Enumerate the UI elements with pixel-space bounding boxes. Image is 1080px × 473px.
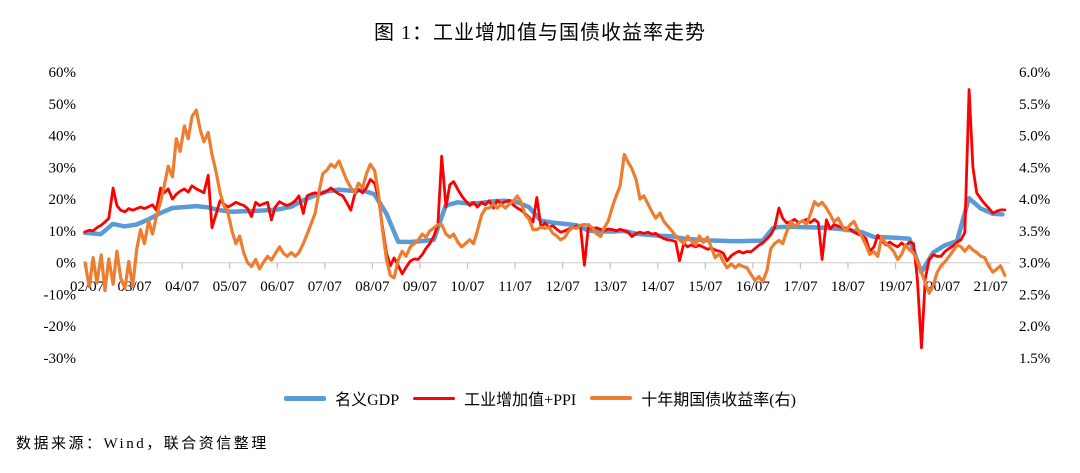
right-axis-label: 3.5% bbox=[1019, 224, 1050, 240]
right-axis-label: 5.5% bbox=[1019, 97, 1050, 113]
left-axis-label: 40% bbox=[49, 129, 77, 145]
chart-title: 图 1：工业增加值与国债收益率走势 bbox=[374, 22, 706, 44]
source-note: 数据来源：Wind，联合资信整理 bbox=[16, 436, 269, 452]
x-axis-label: 11/07 bbox=[498, 279, 532, 295]
x-axis-label: 09/07 bbox=[403, 279, 438, 295]
legend-item-nominal-gdp: 名义GDP bbox=[284, 386, 399, 410]
right-axis-label: 4.5% bbox=[1019, 160, 1050, 176]
left-axis-label: 50% bbox=[49, 97, 77, 113]
iva-ppi-line-swatch bbox=[413, 396, 456, 400]
left-axis-label: 0% bbox=[56, 256, 76, 272]
x-axis-label: 12/07 bbox=[546, 279, 581, 295]
right-axis-label: 1.5% bbox=[1019, 351, 1050, 367]
left-axis-label: 60% bbox=[49, 65, 77, 81]
iva-ppi-line bbox=[83, 88, 1007, 350]
cgb10y-yield-line bbox=[83, 108, 1007, 295]
x-axis-label: 04/07 bbox=[165, 279, 200, 295]
chart-legend: 名义GDP 工业增加值+PPI 十年期国债收益率(右) bbox=[0, 386, 1080, 410]
left-axis-label: 10% bbox=[49, 224, 77, 240]
cgb10y-yield-line-swatch bbox=[590, 396, 633, 400]
legend-label-nominal-gdp: 名义GDP bbox=[335, 392, 400, 409]
x-axis-label: 06/07 bbox=[260, 279, 295, 295]
left-axis-label: -30% bbox=[44, 351, 77, 367]
x-axis-label: 18/07 bbox=[831, 279, 866, 295]
legend-item-cgb10y-yield: 十年期国债收益率(右) bbox=[590, 386, 796, 410]
x-axis-label: 08/07 bbox=[355, 279, 390, 295]
x-axis-label: 16/07 bbox=[736, 279, 771, 295]
x-axis-label: 17/07 bbox=[783, 279, 818, 295]
x-axis-label: 10/07 bbox=[450, 279, 485, 295]
right-axis-label: 3.0% bbox=[1019, 256, 1050, 272]
left-axis-label: 30% bbox=[49, 160, 77, 176]
right-axis-label: 5.0% bbox=[1019, 129, 1050, 145]
right-axis-label: 6.0% bbox=[1019, 65, 1050, 81]
x-axis-label: 14/07 bbox=[641, 279, 676, 295]
x-axis-label: 15/07 bbox=[688, 279, 723, 295]
right-axis-label: 2.0% bbox=[1019, 319, 1050, 335]
legend-label-cgb10y-yield: 十年期国债收益率(右) bbox=[641, 392, 796, 409]
nominal-gdp-line-swatch bbox=[284, 395, 327, 401]
left-axis-label: 20% bbox=[49, 192, 77, 208]
legend-label-iva-ppi: 工业增加值+PPI bbox=[464, 392, 577, 409]
left-axis-label: -10% bbox=[44, 287, 77, 303]
x-axis-label: 19/07 bbox=[878, 279, 913, 295]
right-axis-label: 4.0% bbox=[1019, 192, 1050, 208]
left-axis-label: -20% bbox=[44, 319, 77, 335]
x-axis-label: 07/07 bbox=[308, 279, 343, 295]
x-axis-label: 21/07 bbox=[974, 279, 1009, 295]
x-axis-label: 13/07 bbox=[593, 279, 628, 295]
right-axis-label: 2.5% bbox=[1019, 287, 1050, 303]
legend-item-iva-ppi: 工业增加值+PPI bbox=[413, 386, 576, 410]
x-axis-label: 05/07 bbox=[213, 279, 248, 295]
